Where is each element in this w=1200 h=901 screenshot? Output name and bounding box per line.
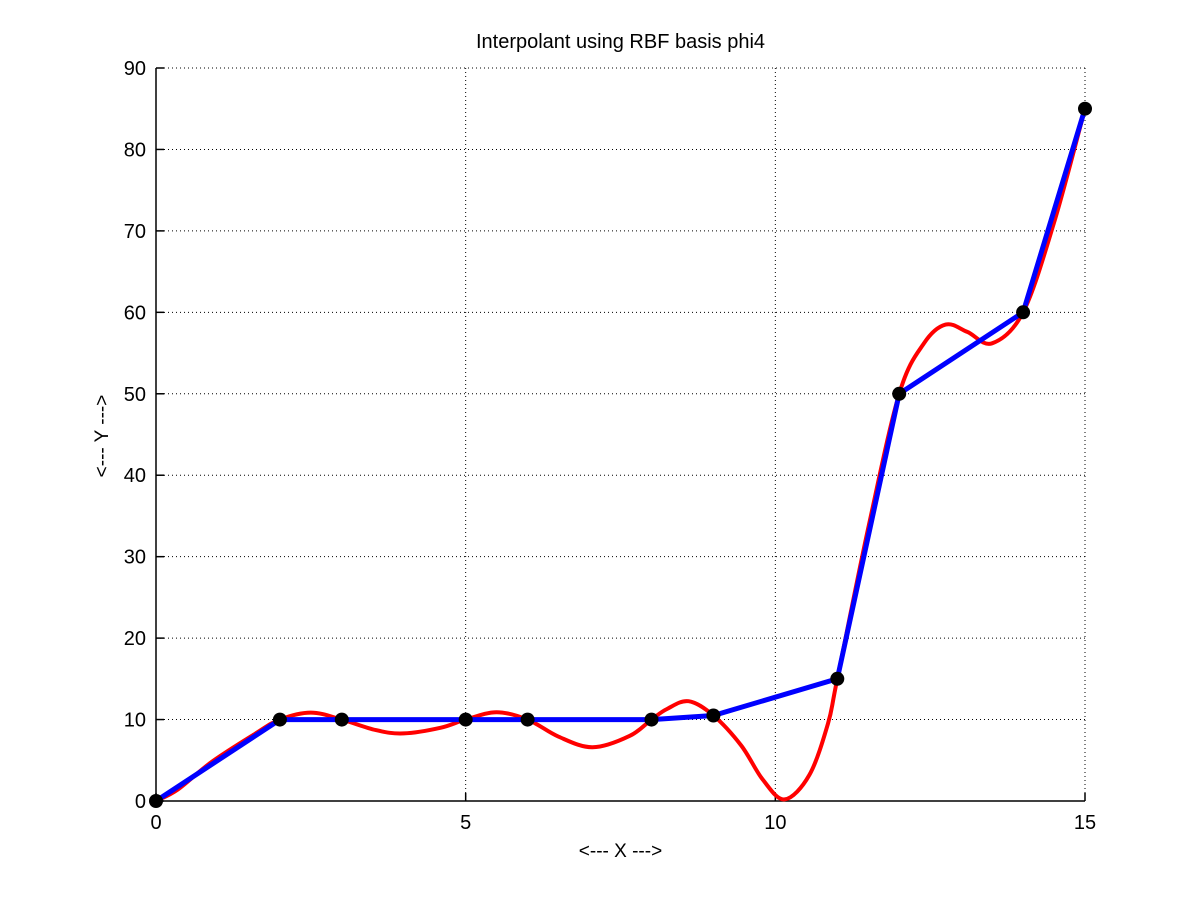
- data-point-marker: [1078, 101, 1092, 116]
- x-tick-label: 15: [1074, 812, 1096, 834]
- y-tick-label: 90: [124, 58, 146, 80]
- y-tick-label: 60: [124, 302, 146, 324]
- linear-interpolant-data-polyline: [153, 106, 1088, 804]
- data-point-marker: [1016, 305, 1031, 320]
- y-tick-label: 70: [124, 221, 146, 243]
- x-tick-label: 0: [150, 812, 161, 834]
- data-point-marker: [272, 712, 287, 727]
- chart-title: Interpolant using RBF basis phi4: [475, 31, 766, 53]
- x-tick-label: 10: [764, 812, 786, 834]
- y-axis-label: <--- Y --->: [92, 394, 113, 478]
- y-tick-label: 0: [135, 791, 146, 813]
- rbf-interpolant-phi4-curve: [154, 106, 1087, 803]
- y-tick-label: 50: [124, 384, 146, 406]
- y-tick-label: 10: [124, 710, 146, 732]
- data-point-marker: [644, 712, 659, 727]
- x-axis-label: <--- X --->: [578, 841, 663, 862]
- y-tick-label: 30: [124, 547, 146, 569]
- data-point-marker: [892, 386, 907, 401]
- data-point-marker: [520, 712, 535, 727]
- x-tick-label: 5: [460, 812, 471, 834]
- y-tick-label: 20: [124, 628, 146, 650]
- data-point-marker: [334, 712, 349, 727]
- data-point-marker: [458, 712, 473, 727]
- data-point-marker: [149, 794, 163, 808]
- data-point-marker: [706, 708, 721, 723]
- y-tick-label: 40: [124, 465, 146, 487]
- y-tick-label: 80: [124, 139, 146, 161]
- data-point-marker: [830, 671, 845, 686]
